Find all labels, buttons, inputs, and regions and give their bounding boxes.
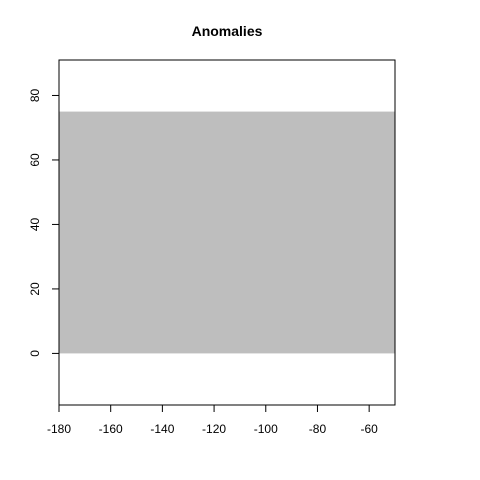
y-tick-label: 60: [28, 153, 42, 167]
x-tick-label: -80: [309, 422, 327, 436]
y-tick-label: 40: [28, 217, 42, 231]
y-axis: 0 20 40 60 80: [28, 88, 60, 357]
y-tick-label: 80: [28, 88, 42, 102]
x-tick-label: -180: [47, 422, 71, 436]
x-tick-label: -60: [360, 422, 378, 436]
anomaly-region: [59, 111, 395, 354]
x-tick-label: -140: [150, 422, 174, 436]
y-tick-label: 20: [28, 282, 42, 296]
x-tick-label: -100: [254, 422, 278, 436]
x-tick-label: -160: [99, 422, 123, 436]
regions-layer: [59, 111, 395, 354]
x-axis: -180 -160 -140 -120 -100 -80 -60: [47, 404, 378, 436]
plot-title: Anomalies: [192, 23, 263, 39]
y-tick-label: 0: [28, 350, 42, 357]
x-tick-label: -120: [202, 422, 226, 436]
